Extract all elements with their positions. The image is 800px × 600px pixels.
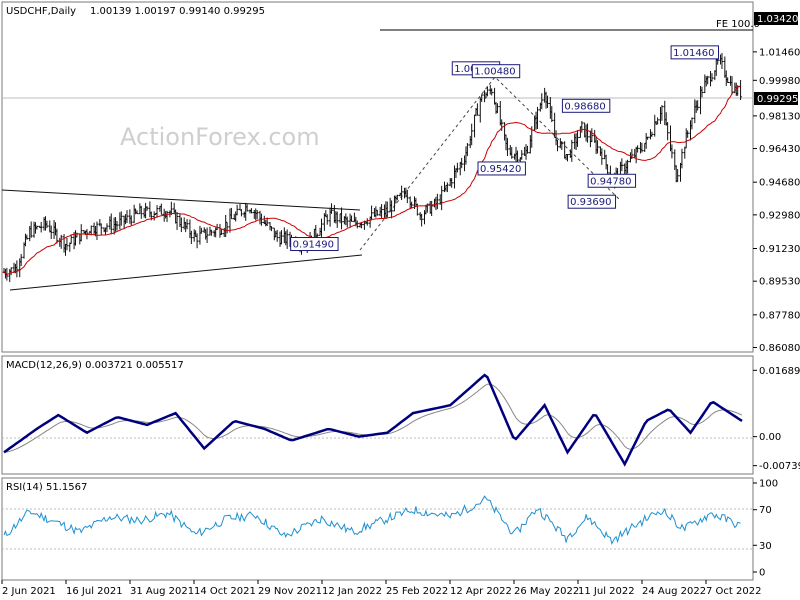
x-tick-label: 25 Feb 2022 bbox=[386, 586, 448, 597]
macd-y-tick-label: 0.00 bbox=[759, 432, 781, 443]
price-label-text: 1.00480 bbox=[474, 67, 515, 78]
main-panel-frame bbox=[1, 1, 754, 353]
rsi-line bbox=[3, 495, 741, 546]
rsi-y-tick-label: 30 bbox=[759, 541, 772, 552]
main-y-tick-label: 0.96430 bbox=[759, 144, 800, 155]
price-labels-group: 0.914901.006301.004800.954200.986800.947… bbox=[290, 45, 720, 252]
main-y-tick-label: 0.86080 bbox=[759, 343, 800, 354]
price-label-text: 0.95420 bbox=[480, 164, 521, 175]
main-y-tick-label: 0.91230 bbox=[759, 244, 800, 255]
price-label-box bbox=[477, 161, 526, 176]
rsi-y-tick-label: 100 bbox=[759, 479, 778, 490]
x-tick-label: 7 Oct 2022 bbox=[706, 586, 761, 597]
main-y-tick-label: 0.87780 bbox=[759, 310, 800, 321]
rsi-y-tick-label: 0 bbox=[759, 568, 765, 579]
x-tick-label: 12 Apr 2022 bbox=[450, 586, 512, 597]
candles-group bbox=[2, 53, 742, 283]
price-label-text: 0.98680 bbox=[564, 101, 605, 112]
price-label-text: 1.01460 bbox=[673, 48, 714, 59]
macd-y-axis: 0.016893 0.00 -0.007393 bbox=[753, 366, 800, 472]
moving-average-line bbox=[3, 85, 741, 275]
main-y-tick-label: 0.94680 bbox=[759, 178, 800, 189]
main-y-tick-label: 0.99980 bbox=[759, 76, 800, 87]
macd-panel-frame bbox=[1, 355, 754, 475]
price-label-box bbox=[670, 45, 720, 60]
rsi-y-tick-label: 70 bbox=[759, 505, 772, 516]
x-tick-label: 26 May 2022 bbox=[514, 586, 579, 597]
main-y-tick-label: 0.89530 bbox=[759, 277, 800, 288]
x-tick-label: 29 Nov 2021 bbox=[258, 586, 322, 597]
last-price-value: 0.99295 bbox=[757, 94, 798, 105]
price-label-box bbox=[561, 98, 611, 113]
main-ohlc: 1.00139 1.00197 0.99140 0.99295 bbox=[90, 6, 265, 17]
main-y-tick-label: 1.01460 bbox=[759, 47, 800, 58]
main-y-axis: 1.01460 0.99980 0.98130 0.96430 0.94680 0.929… bbox=[753, 47, 800, 354]
macd-y-tick-label: 0.016893 bbox=[759, 366, 800, 377]
macd-line bbox=[3, 373, 743, 467]
price-label-box bbox=[290, 237, 339, 252]
upper-trendline bbox=[1, 189, 361, 211]
price-label-box bbox=[567, 194, 617, 209]
x-tick-label: 12 Jan 2022 bbox=[322, 586, 382, 597]
price-label-text: 0.91490 bbox=[293, 240, 334, 251]
last-price-box bbox=[754, 92, 798, 105]
lower-trendline bbox=[9, 254, 363, 291]
x-tick-label: 31 Aug 2021 bbox=[130, 586, 194, 597]
x-tick-label: 2 Jun 2021 bbox=[2, 586, 56, 597]
x-axis: 2 Jun 2021 16 Jul 2021 31 Aug 2021 14 Oct 2… bbox=[1, 580, 761, 597]
main-title: USDCHF,Daily bbox=[6, 6, 76, 17]
main-y-tick-label: 0.92980 bbox=[759, 210, 800, 221]
x-tick-label: 11 Jul 2022 bbox=[578, 586, 635, 597]
fe-label: FE 100.0 bbox=[716, 19, 760, 30]
fe-value: 1.03420 bbox=[757, 14, 798, 25]
x-tick-label: 16 Jul 2021 bbox=[66, 586, 123, 597]
rsi-title: RSI(14) 51.1567 bbox=[6, 482, 87, 493]
fe-value-box bbox=[754, 12, 798, 25]
rsi-y-axis: 100 70 30 0 bbox=[753, 479, 778, 579]
macd-title: MACD(12,26,9) 0.003721 0.005517 bbox=[6, 360, 184, 371]
price-label-text: 0.94780 bbox=[590, 176, 631, 187]
x-tick-label: 14 Oct 2021 bbox=[194, 586, 256, 597]
projection-dashed bbox=[359, 76, 621, 251]
price-label-box bbox=[587, 173, 637, 188]
watermark: ActionForex.com bbox=[120, 123, 320, 151]
macd-y-tick-label: -0.007393 bbox=[759, 461, 800, 472]
main-y-tick-label: 0.98130 bbox=[759, 111, 800, 122]
price-label-text: 0.93690 bbox=[570, 197, 611, 208]
price-label-box bbox=[471, 64, 521, 79]
x-tick-label: 24 Aug 2022 bbox=[642, 586, 706, 597]
rsi-panel-frame bbox=[1, 477, 754, 581]
